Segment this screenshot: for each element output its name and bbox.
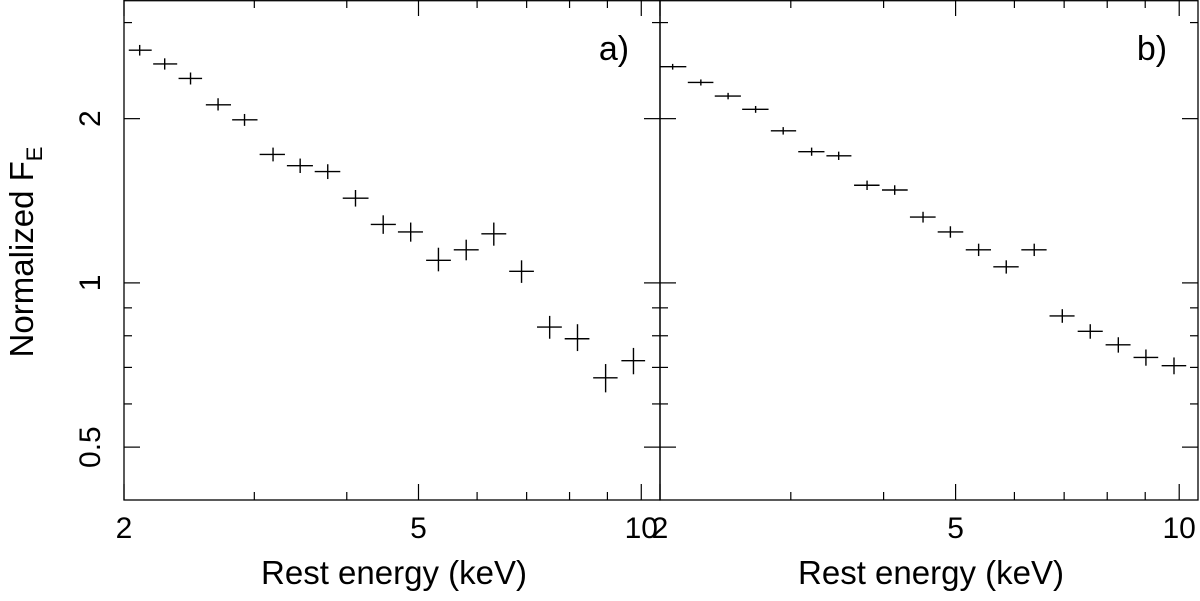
y-axis-title: Normalized FE bbox=[3, 147, 47, 358]
y-axis-title-main: Normalized F bbox=[3, 161, 40, 357]
data-point bbox=[993, 260, 1019, 274]
data-point bbox=[259, 147, 285, 162]
y-tick-label: 1 bbox=[74, 275, 107, 292]
data-point bbox=[128, 44, 152, 56]
x-tick-label: 10 bbox=[1163, 512, 1196, 545]
data-point bbox=[481, 222, 507, 246]
data-point bbox=[426, 247, 451, 272]
data-point bbox=[854, 180, 880, 190]
data-point bbox=[1021, 243, 1047, 257]
data-point bbox=[509, 260, 534, 283]
data-point bbox=[1077, 324, 1103, 339]
panel-a: 2 5 10 0.5 1 2 a) Rest energy (keV) bbox=[74, 0, 661, 591]
data-point bbox=[370, 215, 396, 234]
x-tick-label: 2 bbox=[116, 512, 133, 545]
panel-b: 2 5 10 b) Rest energy (keV) bbox=[652, 0, 1199, 591]
data-point bbox=[1133, 349, 1159, 366]
data-point bbox=[453, 239, 479, 261]
data-point bbox=[687, 79, 714, 86]
y-axis-title-subscript: E bbox=[22, 147, 47, 162]
data-point bbox=[178, 72, 203, 85]
data-point bbox=[826, 151, 852, 160]
y-tick-label: 0.5 bbox=[74, 426, 107, 468]
data-point bbox=[660, 63, 687, 70]
data-point bbox=[621, 347, 646, 375]
plot-frame bbox=[123, 0, 661, 501]
data-point bbox=[770, 127, 797, 135]
data-point bbox=[286, 158, 313, 174]
data-point bbox=[342, 189, 369, 207]
panel-label: a) bbox=[599, 30, 629, 68]
data-point bbox=[881, 185, 908, 195]
data-point bbox=[232, 113, 258, 126]
plot-frame bbox=[659, 0, 1199, 501]
data-point bbox=[314, 164, 341, 180]
y-tick-label: 2 bbox=[74, 110, 107, 127]
panel-label: b) bbox=[1137, 30, 1167, 68]
x-tick-label: 10 bbox=[625, 512, 658, 545]
data-point bbox=[965, 243, 991, 257]
data-point bbox=[1161, 357, 1187, 375]
data-point bbox=[1105, 337, 1131, 353]
x-axis-title: Rest energy (keV) bbox=[261, 554, 527, 591]
data-point bbox=[714, 92, 741, 100]
x-tick-label: 5 bbox=[947, 512, 964, 545]
x-tick-label: 5 bbox=[410, 512, 427, 545]
data-point bbox=[537, 315, 562, 339]
data-point bbox=[1049, 309, 1075, 323]
data-point bbox=[593, 364, 618, 393]
data-point bbox=[397, 222, 423, 242]
data-point bbox=[742, 105, 769, 113]
data-point bbox=[937, 226, 964, 238]
data-point bbox=[909, 211, 936, 223]
data-point bbox=[564, 324, 590, 352]
data-point bbox=[798, 147, 825, 156]
data-point bbox=[153, 58, 178, 70]
x-tick-label: 2 bbox=[652, 512, 669, 545]
x-axis-title: Rest energy (keV) bbox=[798, 554, 1064, 591]
data-point bbox=[205, 98, 231, 111]
